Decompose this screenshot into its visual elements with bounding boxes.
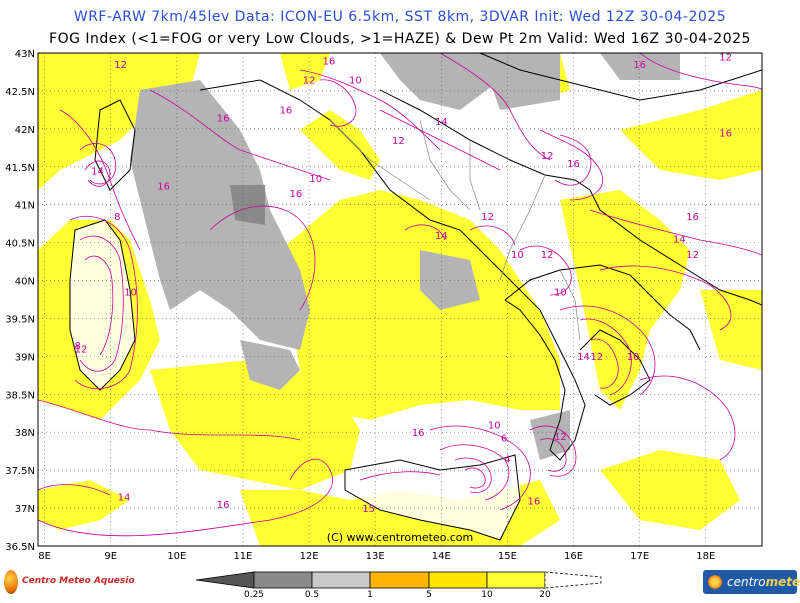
field-valid-title: FOG Index (<1=FOG or very Low Clouds, >1… xyxy=(49,31,751,47)
latitude-label: 37.5N xyxy=(5,466,35,477)
dew-point-label: 12 xyxy=(303,75,316,86)
legend-swatch-0 xyxy=(196,571,255,589)
dew-point-label: 14 xyxy=(673,235,686,246)
legend-label-2: 1 xyxy=(367,590,373,600)
dew-point-label: 16 xyxy=(633,60,646,71)
dew-point-label: 16 xyxy=(567,159,580,170)
dew-point-label: 10 xyxy=(627,352,640,363)
map-frame xyxy=(37,52,763,547)
dew-point-label: 10 xyxy=(349,75,362,86)
copyright-text: (C) www.centrometeo.com xyxy=(327,531,473,544)
longitude-label: 13E xyxy=(366,551,385,562)
dense-fog-areas xyxy=(230,185,265,225)
longitude-label: 14E xyxy=(432,551,451,562)
legend-label-5: 20 xyxy=(539,590,551,600)
dew-point-label: 15 xyxy=(362,504,375,515)
regional-borders xyxy=(329,119,581,341)
legend-swatch-3 xyxy=(369,571,430,589)
right-logo-text: centrometeo xyxy=(727,575,800,589)
globe-icon xyxy=(4,570,18,594)
longitude-label: 8E xyxy=(38,551,51,562)
latitude-label: 39.5N xyxy=(5,314,35,325)
dew-point-label: 6 xyxy=(501,433,507,444)
dew-point-label: 10 xyxy=(124,288,137,299)
dew-point-label: 14 xyxy=(577,352,590,363)
longitude-label: 18E xyxy=(696,551,715,562)
latitude-label: 36.5N xyxy=(5,542,35,553)
dew-point-label: 16 xyxy=(289,189,302,200)
dew-point-label: 12 xyxy=(392,136,405,147)
latitude-label: 43N xyxy=(15,50,35,60)
dew-point-label: 12 xyxy=(114,60,127,71)
centro-meteo-aquesio-logo[interactable]: Centro Meteo Aquesio xyxy=(2,568,152,598)
dew-point-label: 16 xyxy=(528,496,541,507)
dew-point-label: 10 xyxy=(488,420,501,431)
longitude-label: 9E xyxy=(104,551,117,562)
dew-point-label: 8 xyxy=(74,341,80,352)
latitude-label: 39N xyxy=(15,352,35,363)
longitude-label: 10E xyxy=(167,551,186,562)
legend-swatch-5 xyxy=(486,571,546,589)
longitude-label: 15E xyxy=(498,551,517,562)
longitude-label: 12E xyxy=(300,551,319,562)
legend-swatch-4 xyxy=(428,571,488,589)
longitude-labels: 8E 9E 10E 11E 12E 13E 14E 15E 16E 17E 18E xyxy=(38,551,715,562)
legend-swatch-6 xyxy=(544,571,602,589)
dew-point-label: 12 xyxy=(719,53,732,64)
legend-swatch-2 xyxy=(311,571,371,589)
dew-point-label: 12 xyxy=(590,352,603,363)
dew-point-label: 8 xyxy=(114,212,120,223)
dew-point-label: 16 xyxy=(323,56,336,67)
latitude-label: 42.5N xyxy=(5,87,35,98)
dew-point-label: 12 xyxy=(554,432,567,443)
dew-point-label: 12 xyxy=(686,250,699,261)
legend-swatch-1 xyxy=(253,571,313,589)
dew-point-label: 12 xyxy=(541,151,554,162)
dew-point-label: 14 xyxy=(435,117,448,128)
model-info-title: WRF-ARW 7km/45lev Data: ICON-EU 6.5km, S… xyxy=(73,9,727,25)
dew-point-label: 14 xyxy=(435,231,448,242)
dew-point-label: 16 xyxy=(217,500,230,511)
dew-point-label: 4 xyxy=(504,455,510,466)
dew-point-label: 16 xyxy=(412,428,425,439)
legend-label-3: 5 xyxy=(426,590,432,600)
dew-point-label: 10 xyxy=(511,250,524,261)
legend-label-0: 0.25 xyxy=(243,590,265,600)
latitude-label: 37N xyxy=(15,504,35,515)
dew-point-contours xyxy=(38,53,762,537)
latitude-label: 40N xyxy=(15,277,35,288)
legend-label-1: 0.5 xyxy=(304,590,320,600)
dew-point-label: 16 xyxy=(217,113,230,124)
left-logo-text: Centro Meteo Aquesio xyxy=(22,576,135,586)
dew-point-label: 16 xyxy=(280,106,293,117)
sun-icon xyxy=(707,574,723,590)
centrometeo-logo[interactable]: centrometeo xyxy=(703,570,800,594)
dew-point-label: 10 xyxy=(309,174,322,185)
latitude-label: 41N xyxy=(15,201,35,212)
latitude-label: 38N xyxy=(15,428,35,439)
legend-label-4: 10 xyxy=(481,590,493,600)
longitude-label: 16E xyxy=(564,551,583,562)
latitude-label: 41.5N xyxy=(5,163,35,174)
longitude-label: 11E xyxy=(233,551,252,562)
dew-point-label: 14 xyxy=(91,166,104,177)
latitude-labels: 43N 42.5N 42N 41.5N 41N 40.5N 40N 39.5N 39N 38.5N… xyxy=(5,50,35,553)
legend-bar xyxy=(196,571,602,589)
latitude-label: 40.5N xyxy=(5,239,35,250)
longitude-label: 17E xyxy=(630,551,649,562)
latitude-label: 38.5N xyxy=(5,390,35,401)
graticule xyxy=(38,53,762,546)
dew-point-label: 16 xyxy=(686,212,699,223)
latitude-label: 42N xyxy=(15,125,35,136)
dew-point-label: 12 xyxy=(481,212,494,223)
dew-point-label: 12 xyxy=(75,345,88,356)
dew-point-label: 10 xyxy=(554,288,567,299)
dew-point-label: 16 xyxy=(157,182,170,193)
dew-point-label: 12 xyxy=(541,250,554,261)
dew-point-label: 16 xyxy=(719,128,732,139)
dew-point-label: 14 xyxy=(118,492,131,503)
